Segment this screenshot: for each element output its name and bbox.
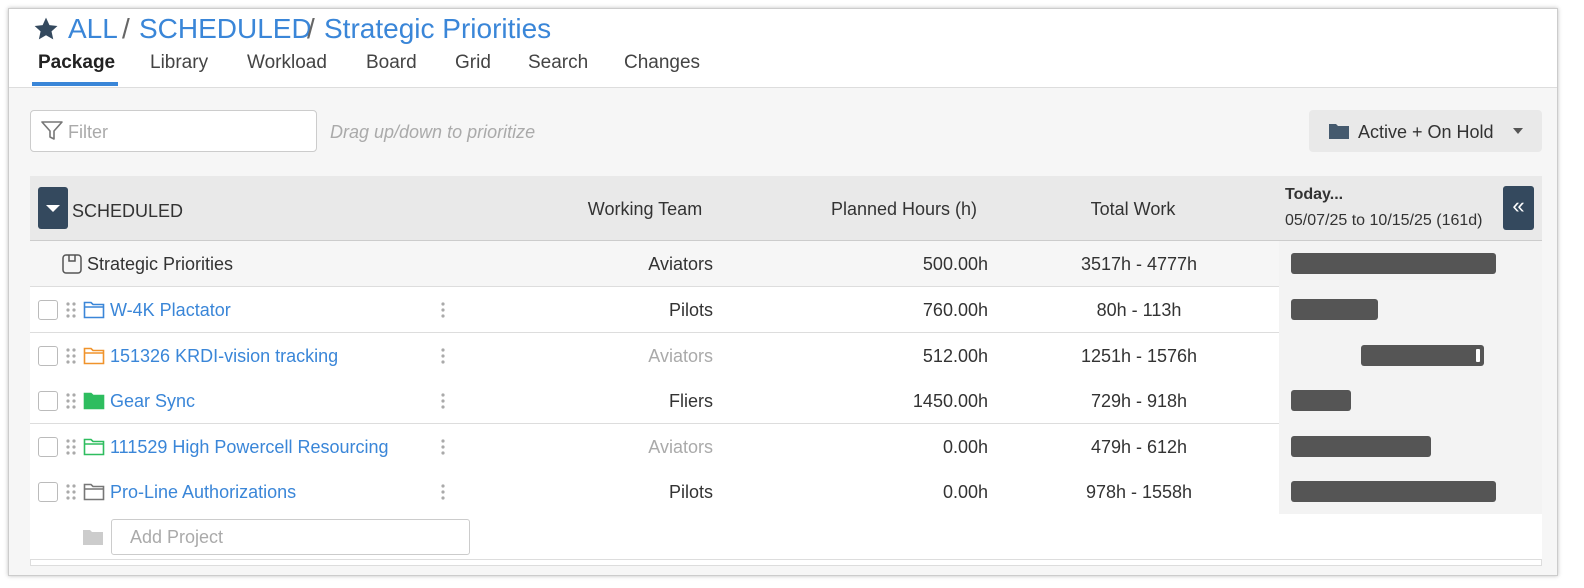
timeline-bar — [1291, 253, 1496, 274]
timeline-bar — [1291, 436, 1431, 457]
folder-icon — [83, 392, 105, 410]
tab[interactable]: Grid — [455, 52, 491, 73]
breadcrumb-separator: / — [122, 13, 130, 44]
tab[interactable]: Library — [150, 52, 209, 73]
project-link[interactable]: Pro-Line Authorizations — [110, 482, 297, 502]
work-cell: 80h - 113h — [1096, 300, 1182, 320]
hours-cell: 0.00h — [942, 482, 988, 502]
work-cell: 1251h - 1576h — [1080, 346, 1198, 366]
row-menu[interactable] — [440, 483, 446, 501]
project-link[interactable]: W-4K Plactator — [110, 300, 231, 320]
row-checkbox[interactable] — [38, 482, 58, 502]
row-menu[interactable] — [440, 347, 446, 365]
timeline-column — [1279, 241, 1542, 514]
drag-handle[interactable] — [66, 484, 76, 500]
timeline-bar — [1291, 481, 1496, 502]
hours-cell: 1450.00h — [912, 391, 988, 411]
timeline-marker — [1476, 349, 1480, 362]
tab[interactable]: Changes — [624, 52, 701, 73]
folder-icon — [83, 530, 103, 545]
row-menu[interactable] — [440, 301, 446, 319]
team-cell: Fliers — [669, 391, 713, 411]
work-cell: 729h - 918h — [1090, 391, 1188, 411]
drag-handle[interactable] — [66, 302, 76, 318]
folder-icon — [83, 301, 105, 319]
filter-icon — [41, 121, 63, 140]
hours-cell: 500.00h — [922, 254, 988, 274]
breadcrumb-separator: / — [307, 13, 315, 44]
column-header[interactable]: Total Work — [1090, 199, 1176, 219]
folder-icon — [83, 347, 105, 365]
project-link[interactable]: Gear Sync — [110, 391, 196, 411]
row-checkbox[interactable] — [38, 300, 58, 320]
tab[interactable]: Workload — [247, 52, 327, 73]
folder-icon — [83, 438, 105, 456]
row-checkbox[interactable] — [38, 346, 58, 366]
folder-icon — [1329, 124, 1349, 139]
work-cell: 3517h - 4777h — [1080, 254, 1198, 274]
timeline-range: 05/07/25 to 10/15/25 (161d) — [1285, 212, 1483, 229]
team-cell: Pilots — [668, 482, 713, 502]
collapse-caret — [46, 205, 60, 212]
filter-placeholder: Filter — [68, 122, 108, 142]
parent-name: Strategic Priorities — [87, 254, 234, 274]
column-header[interactable]: Working Team — [587, 199, 703, 219]
tab-active[interactable]: Package — [38, 52, 116, 73]
timeline-title: Today... — [1285, 186, 1344, 203]
tab[interactable]: Search — [528, 52, 589, 73]
drag-hint: Drag up/down to prioritize — [330, 122, 536, 142]
breadcrumb-link[interactable]: SCHEDULED — [139, 13, 312, 44]
drag-handle[interactable] — [66, 348, 76, 364]
timeline-bar — [1361, 345, 1484, 366]
hours-cell: 512.00h — [922, 346, 988, 366]
breadcrumb-link[interactable]: ALL — [68, 13, 118, 44]
tab[interactable]: Board — [366, 52, 417, 73]
breadcrumb-current[interactable]: Strategic Priorities — [324, 13, 552, 44]
work-cell: 978h - 1558h — [1085, 482, 1193, 502]
dropdown-caret — [1513, 128, 1523, 134]
project-link[interactable]: 151326 KRDI-vision tracking — [110, 346, 339, 366]
row-menu[interactable] — [440, 392, 446, 410]
team-cell: Pilots — [668, 300, 713, 320]
add-project-input[interactable] — [111, 519, 470, 555]
timeline-bar — [1291, 299, 1378, 320]
tab-underline — [32, 82, 118, 86]
column-header[interactable]: Planned Hours (h) — [830, 199, 978, 219]
row-checkbox[interactable] — [38, 391, 58, 411]
hours-cell: 0.00h — [942, 437, 988, 457]
table-header — [30, 176, 1542, 241]
status-button-label: Active + On Hold — [1358, 122, 1494, 142]
collapse-timeline-button[interactable]: « — [1503, 186, 1534, 230]
team-cell: Aviators — [648, 346, 713, 366]
project-link[interactable]: 111529 High Powercell Resourcing — [110, 437, 389, 457]
row-checkbox[interactable] — [38, 437, 58, 457]
drag-handle[interactable] — [66, 393, 76, 409]
work-cell: 479h - 612h — [1090, 437, 1188, 457]
package-icon — [62, 254, 82, 274]
hours-cell: 760.00h — [922, 300, 988, 320]
folder-icon — [83, 483, 105, 501]
add-project-placeholder: Add Project — [130, 527, 224, 547]
timeline-bar — [1291, 390, 1351, 411]
top-bar — [9, 9, 1557, 88]
drag-handle[interactable] — [66, 439, 76, 455]
team-cell: Aviators — [648, 437, 713, 457]
filter-input[interactable] — [30, 110, 317, 152]
team-cell: Aviators — [648, 254, 713, 274]
group-title: SCHEDULED — [72, 201, 184, 221]
star-icon[interactable] — [33, 16, 59, 42]
row-menu[interactable] — [440, 438, 446, 456]
